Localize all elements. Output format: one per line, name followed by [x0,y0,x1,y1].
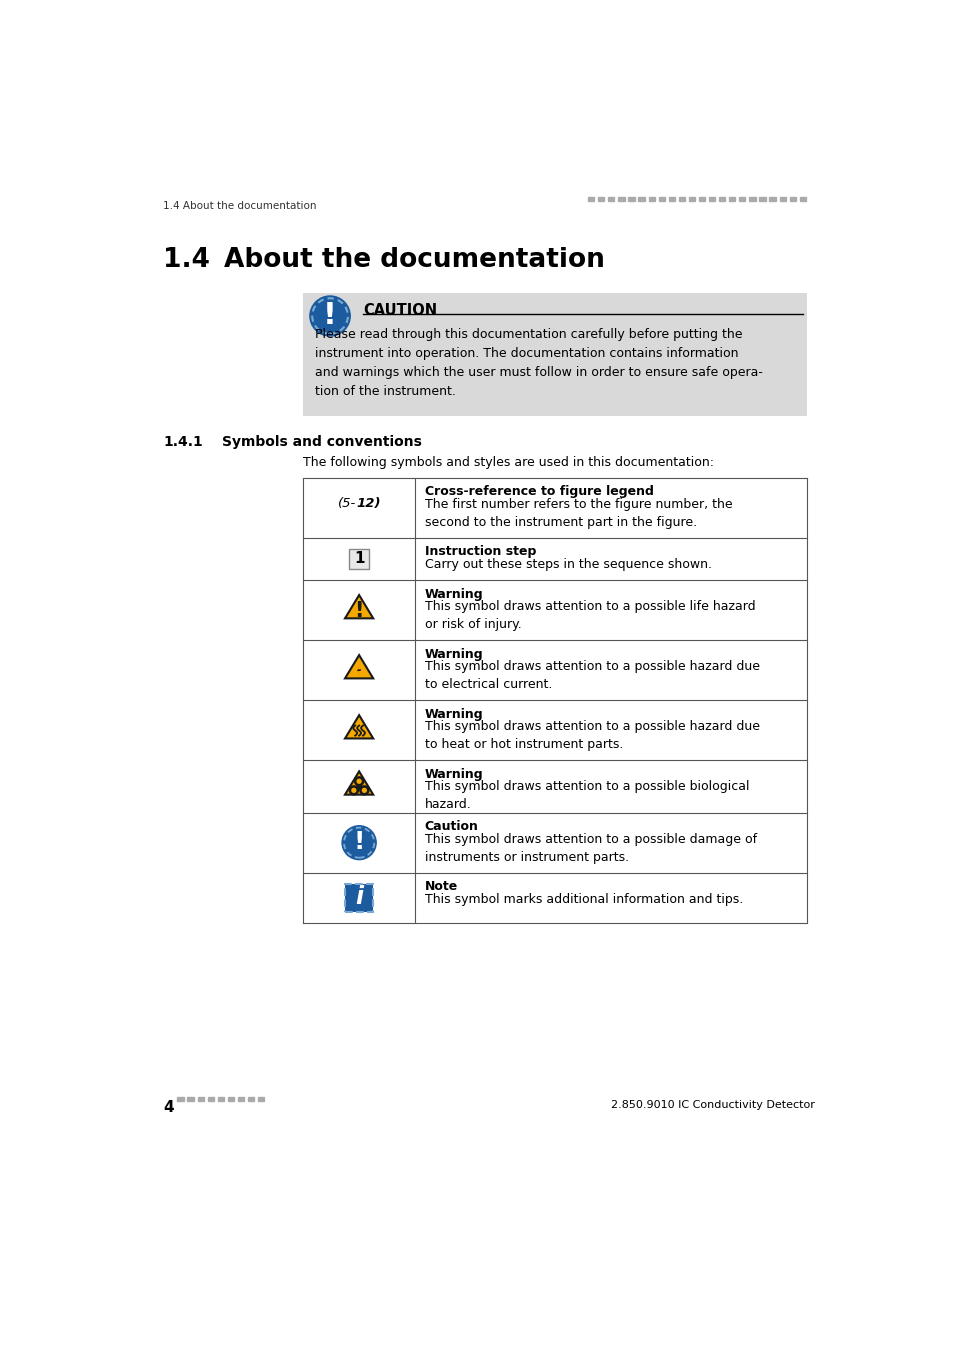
Polygon shape [345,655,373,679]
Bar [177,1096,183,1102]
Bar [688,197,695,201]
Bar [187,1096,193,1102]
FancyBboxPatch shape [345,884,373,911]
Bar [679,197,684,201]
Bar [728,197,735,201]
Bar [257,1096,264,1102]
Bar [789,197,795,201]
Text: Carry out these steps in the sequence shown.: Carry out these steps in the sequence sh… [424,558,711,571]
Bar [699,197,704,201]
Bar [769,197,775,201]
Text: 2.850.9010 IC Conductivity Detector: 2.850.9010 IC Conductivity Detector [610,1100,814,1110]
Text: This symbol draws attention to a possible hazard due
to heat or hot instrument p: This symbol draws attention to a possibl… [424,721,759,751]
Text: Cross-reference to figure legend: Cross-reference to figure legend [424,486,653,498]
Bar [648,197,654,201]
Text: This symbol draws attention to a possible hazard due
to electrical current.: This symbol draws attention to a possibl… [424,660,759,691]
Circle shape [310,296,350,336]
Bar [608,197,614,201]
Bar [217,1096,224,1102]
Text: Symbols and conventions: Symbols and conventions [221,435,421,450]
Bar [739,197,744,201]
Bar [598,197,604,201]
Text: The following symbols and styles are used in this documentation:: The following symbols and styles are use… [303,456,713,470]
Text: Warning: Warning [424,707,483,721]
Text: Warning: Warning [424,648,483,662]
Text: Warning: Warning [424,587,483,601]
Bar [618,197,624,201]
Bar [708,197,715,201]
Bar [228,1096,233,1102]
Bar [668,197,674,201]
Text: This symbol draws attention to a possible life hazard
or risk of injury.: This symbol draws attention to a possibl… [424,601,755,632]
Text: Caution: Caution [424,821,478,833]
Polygon shape [356,663,361,678]
Bar [638,197,644,201]
Bar [587,197,594,201]
Text: i: i [355,886,363,909]
Text: 4: 4 [163,1100,173,1115]
Text: 1.4.1: 1.4.1 [163,435,203,450]
Text: This symbol draws attention to a possible damage of
instruments or instrument pa: This symbol draws attention to a possibl… [424,833,756,864]
Bar [248,1096,253,1102]
Bar [759,197,765,201]
Polygon shape [345,716,373,738]
Bar [237,1096,244,1102]
Text: This symbol draws attention to a possible biological
hazard.: This symbol draws attention to a possibl… [424,780,748,811]
Text: 1.4 About the documentation: 1.4 About the documentation [163,201,316,211]
Text: CAUTION: CAUTION [363,302,437,317]
Bar [779,197,785,201]
Text: Note: Note [424,880,457,894]
Bar [197,1096,204,1102]
Text: 1: 1 [354,551,364,566]
Bar [748,197,755,201]
Text: 1.4: 1.4 [163,247,210,273]
Text: Instruction step: Instruction step [424,545,536,559]
Bar [628,197,634,201]
Text: Warning: Warning [424,768,483,782]
Bar [799,197,805,201]
Text: About the documentation: About the documentation [224,247,604,273]
Polygon shape [345,595,373,618]
FancyBboxPatch shape [303,293,806,416]
Bar [208,1096,213,1102]
Bar [658,197,664,201]
Text: !: ! [355,601,363,621]
Text: Please read through this documentation carefully before putting the
instrument i: Please read through this documentation c… [314,328,761,397]
Circle shape [355,784,362,790]
Polygon shape [345,771,373,795]
Text: (5-: (5- [337,497,355,510]
Bar [719,197,724,201]
Text: This symbol marks additional information and tips.: This symbol marks additional information… [424,892,742,906]
Text: !: ! [353,830,364,855]
Circle shape [342,826,375,860]
FancyBboxPatch shape [349,549,369,568]
Text: The first number refers to the figure number, the
second to the instrument part : The first number refers to the figure nu… [424,498,732,529]
Text: 12): 12) [355,497,380,510]
Text: !: ! [323,301,336,329]
